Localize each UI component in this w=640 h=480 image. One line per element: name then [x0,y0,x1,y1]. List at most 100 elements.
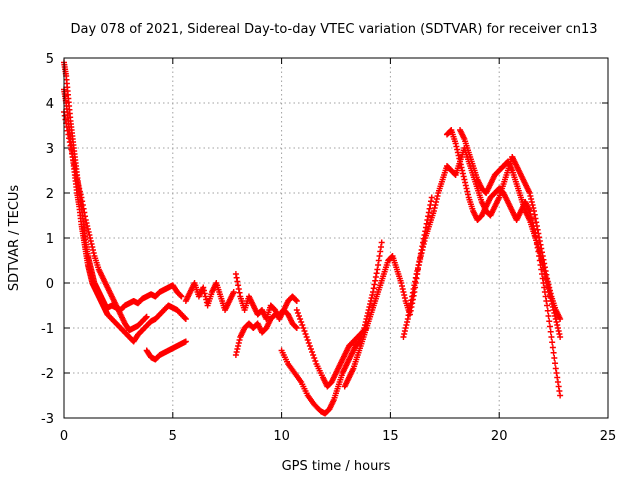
data-point [76,185,83,192]
data-point [376,253,383,259]
y-tick-label: 2 [46,187,54,202]
data-point [234,346,241,352]
data-point [398,280,405,286]
data-point [543,271,550,278]
data-point [182,338,189,345]
series-track-9 [293,307,370,390]
data-point [551,355,558,361]
data-point [374,266,381,273]
data-point [536,234,543,241]
series-track-11 [400,145,516,340]
y-tick-label: 3 [46,142,54,157]
data-point [87,235,94,241]
data-point [528,196,535,202]
data-point [377,244,384,250]
data-point [404,316,411,322]
data-point [399,286,406,292]
x-axis-label: GPS time / hours [282,459,391,474]
data-point [552,365,559,372]
data-point [452,140,459,147]
data-point [78,194,85,201]
data-point [366,304,373,310]
data-point [556,388,563,394]
data-point [236,289,243,296]
data-point [368,295,375,301]
data-point [407,301,414,307]
data-point [405,312,412,319]
data-point [400,334,407,340]
data-point [552,360,559,367]
data-point [538,245,545,252]
data-point [461,176,468,183]
data-point [430,208,437,214]
data-point [412,278,419,285]
data-point [73,172,80,179]
data-point [463,185,470,192]
data-point [541,284,548,291]
data-point [542,268,549,274]
data-point [293,307,300,313]
data-point [61,112,68,119]
data-point [293,297,300,304]
data-point [232,271,239,277]
data-point [555,383,562,390]
data-point [235,343,242,349]
data-point [70,157,77,164]
data-point [293,325,300,331]
data-point [547,290,554,297]
data-point [234,278,241,285]
data-point [83,220,90,226]
data-point [67,142,74,149]
plot-frame [63,57,609,419]
data-point [177,292,184,299]
data-point [544,307,551,314]
data-point [408,297,415,304]
data-point [554,325,561,331]
data-point [62,116,69,123]
data-point [420,244,427,250]
grid [64,58,608,418]
data-point [427,202,434,208]
y-axis-label: SDTVAR / TECUs [7,185,22,292]
data-point [533,219,540,226]
data-point [307,346,314,352]
data-point [548,334,555,340]
data-point [375,262,382,268]
data-point [143,313,150,320]
data-point [418,250,425,256]
data-point [372,277,379,284]
data-point [535,230,542,237]
data-point [372,274,379,280]
x-tick-label: 10 [273,429,290,444]
data-point [88,241,95,247]
data-point [235,282,242,289]
data-point [89,244,96,250]
data-point [553,370,560,376]
data-point [75,182,82,189]
data-point [85,229,92,235]
x-tick-label: 0 [60,429,68,444]
data-point [530,205,537,211]
data-point [200,284,207,291]
data-point [416,259,423,265]
data-point [546,284,553,291]
data-point [233,349,240,355]
data-point [81,209,88,216]
data-point [433,199,440,205]
data-point [434,193,441,199]
data-point [82,217,89,223]
series-track-14 [509,154,564,322]
data-point [79,198,86,205]
data-point [305,340,312,346]
data-point [294,310,301,316]
data-point [178,293,185,300]
data-point [369,292,376,298]
axis-ticks: 0 5 10 15 20 25 -3 -2 -1 0 1 2 3 4 5 [41,52,616,444]
data-point [71,161,78,168]
data-point [419,247,426,253]
y-tick-label: -1 [41,322,54,337]
data-point [76,188,83,195]
data-point [454,146,461,153]
data-point [235,340,242,346]
data-point [400,289,407,295]
